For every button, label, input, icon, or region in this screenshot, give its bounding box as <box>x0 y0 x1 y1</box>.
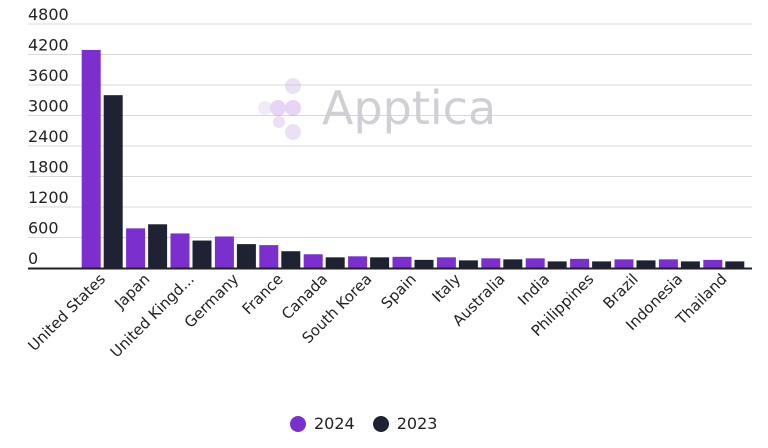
x-tick-label: Brazil <box>600 270 642 312</box>
bar-2023-india[interactable] <box>547 261 567 268</box>
bar-2023-south-korea[interactable] <box>370 257 390 268</box>
y-tick-label: 1200 <box>28 188 69 207</box>
watermark-text: Apptica <box>322 81 496 135</box>
legend-item-2024[interactable]: 2024 <box>290 414 355 433</box>
x-tick-label: Japan <box>110 270 153 313</box>
apptica-watermark: Apptica <box>258 78 496 140</box>
bar-2024-united-states[interactable] <box>81 49 101 268</box>
legend-label-2024: 2024 <box>314 414 355 433</box>
y-tick-label: 2400 <box>28 127 69 146</box>
bar-2023-australia[interactable] <box>503 259 523 268</box>
bar-2023-united-states[interactable] <box>103 95 123 269</box>
bar-2023-canada[interactable] <box>325 257 345 268</box>
bar-2024-india[interactable] <box>525 258 545 268</box>
bar-2023-japan[interactable] <box>148 224 168 268</box>
bar-2024-japan[interactable] <box>126 228 146 268</box>
y-tick-label: 4800 <box>28 5 69 24</box>
x-tick-label: United States <box>24 270 109 355</box>
bar-2023-philippines[interactable] <box>592 261 612 268</box>
x-tick-label: India <box>514 270 553 309</box>
bar-2023-indonesia[interactable] <box>680 261 700 268</box>
bar-2023-france[interactable] <box>281 251 301 268</box>
bar-2024-australia[interactable] <box>481 258 501 268</box>
x-tick-label: Italy <box>428 270 464 306</box>
bar-2023-spain[interactable] <box>414 259 434 268</box>
y-axis-ticks: 4800 4200 3600 3000 2400 1800 1200 600 0 <box>28 5 69 268</box>
legend-item-2023[interactable]: 2023 <box>372 414 438 433</box>
bar-2024-south-korea[interactable] <box>348 256 368 268</box>
bar-2024-canada[interactable] <box>303 254 323 268</box>
legend-label-2023: 2023 <box>396 414 438 433</box>
legend-swatch-2024 <box>290 415 306 432</box>
y-tick-label: 1800 <box>28 158 69 177</box>
bar-2024-germany[interactable] <box>214 236 234 268</box>
y-tick-label: 3600 <box>28 66 69 85</box>
legend-swatch-2023 <box>372 415 389 432</box>
bar-2023-germany[interactable] <box>236 244 256 268</box>
bar-2024-france[interactable] <box>259 245 279 268</box>
bar-2024-united-kingd-[interactable] <box>170 233 190 268</box>
y-tick-label: 3000 <box>28 97 69 116</box>
bar-2024-spain[interactable] <box>392 256 412 268</box>
y-tick-label: 600 <box>28 219 59 238</box>
bar-2023-thailand[interactable] <box>725 261 745 268</box>
bars <box>81 49 745 269</box>
bar-2024-philippines[interactable] <box>570 258 590 268</box>
bar-2024-thailand[interactable] <box>703 259 723 268</box>
bar-2023-italy[interactable] <box>458 260 478 268</box>
bar-2024-indonesia[interactable] <box>658 259 678 268</box>
y-tick-label: 4200 <box>28 36 69 55</box>
bar-2023-brazil[interactable] <box>636 260 656 268</box>
legend: 2024 2023 <box>290 414 455 433</box>
apptica-logo-icon <box>258 78 301 140</box>
bar-2023-united-kingd-[interactable] <box>192 240 212 268</box>
bar-2024-brazil[interactable] <box>614 259 634 268</box>
bar-2024-italy[interactable] <box>436 257 456 268</box>
y-tick-label: 0 <box>28 249 38 268</box>
x-tick-label: Spain <box>377 270 419 312</box>
